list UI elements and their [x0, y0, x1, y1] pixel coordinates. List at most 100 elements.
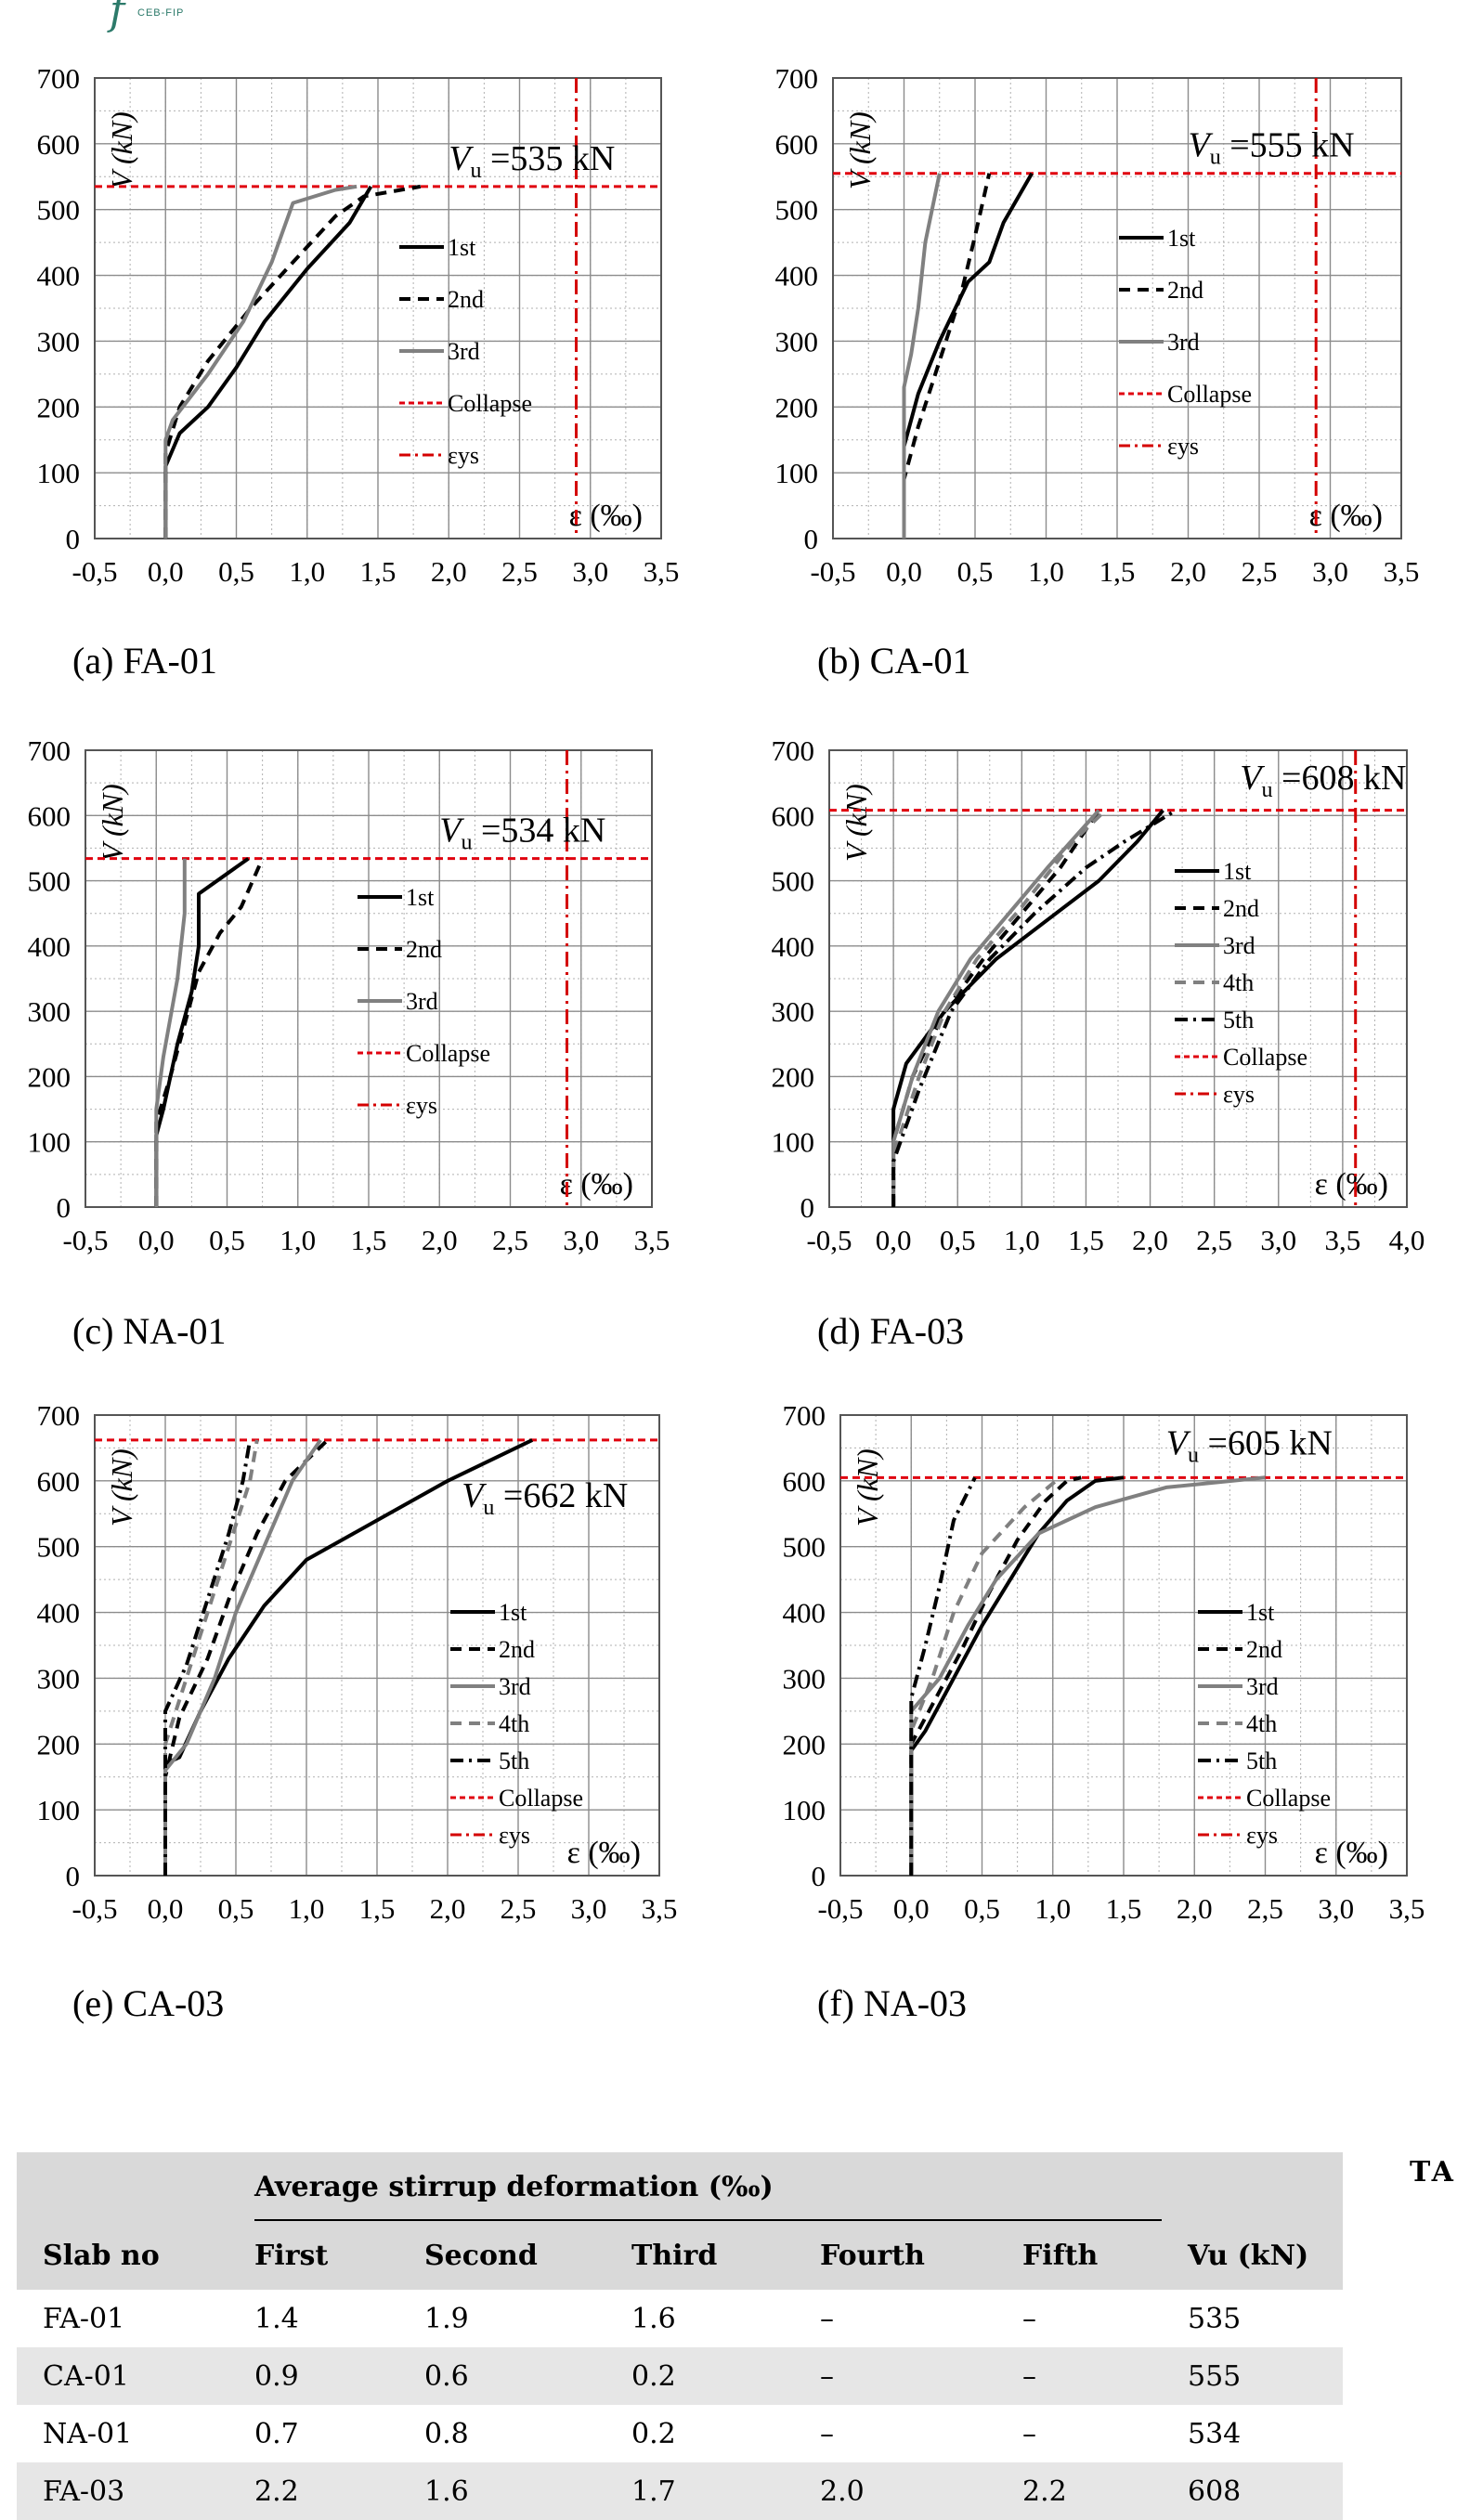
- legend-label: Collapse: [499, 1785, 583, 1812]
- y-tick-label: 700: [772, 734, 815, 767]
- table-cell: 555: [1162, 2347, 1343, 2405]
- y-tick-label: 400: [772, 930, 815, 963]
- y-tick-label: 200: [37, 391, 81, 423]
- legend-label: 4th: [1223, 969, 1254, 996]
- series-line-4th: [891, 809, 1107, 1207]
- legend-label: 3rd: [1167, 329, 1200, 356]
- table-row: CA-01 0.9 0.6 0.2– –555: [17, 2347, 1343, 2405]
- y-tick-label: 700: [28, 734, 72, 767]
- x-tick-label: 2,5: [501, 555, 538, 588]
- legend-label: 3rd: [499, 1673, 531, 1700]
- x-tick-label: 0,0: [138, 1224, 175, 1256]
- journal-logo: f CEB-FIP: [110, 0, 240, 34]
- group-header-text: Average stirrup deformation (‰): [254, 2170, 774, 2203]
- y-tick-label: 0: [800, 1191, 815, 1224]
- legend-label: εys: [1223, 1081, 1255, 1108]
- x-tick-label: 0,0: [886, 555, 922, 588]
- legend-label: 3rd: [448, 338, 480, 365]
- x-axis-label: ε (‰): [1309, 499, 1383, 533]
- series-line-4th: [909, 1475, 1061, 1876]
- y-tick-label: 0: [66, 523, 81, 555]
- x-tick-label: 3,0: [563, 1224, 599, 1256]
- x-tick-label: 2,5: [1242, 555, 1278, 588]
- y-tick-label: 100: [37, 457, 81, 489]
- legend-label: Collapse: [448, 390, 532, 417]
- series-line-2nd: [891, 809, 1100, 1207]
- legend-label: εys: [406, 1092, 437, 1119]
- caption-d: (d) FA-03: [817, 1310, 965, 1352]
- col-fifth: Fifth: [996, 2221, 1162, 2290]
- x-axis-label: ε (‰): [569, 499, 643, 533]
- chart-ca-01: 0 100 200 300 400 500 600 700 -0,5 0,0 0,5 1,0 1,5 2,…: [775, 62, 1420, 588]
- y-tick-label: 200: [775, 391, 819, 423]
- table-cell: –: [1022, 2417, 1036, 2450]
- x-tick-label: 2,5: [1247, 1892, 1283, 1925]
- caption-a: (a) FA-01: [72, 640, 217, 682]
- x-tick-label: 3,5: [1389, 1892, 1425, 1925]
- y-tick-label: 400: [775, 260, 819, 292]
- x-tick-label: 1,5: [359, 1892, 396, 1925]
- y-tick-label: 200: [783, 1728, 826, 1760]
- y-tick-label: 300: [772, 995, 815, 1028]
- x-axis-label: ε (‰): [560, 1167, 633, 1202]
- series-line-3rd: [154, 858, 187, 1207]
- col-first: First: [228, 2221, 398, 2290]
- y-tick-label: 600: [28, 799, 72, 832]
- table-cell: FA-01: [43, 2302, 125, 2335]
- x-tick-label: -0,5: [62, 1224, 108, 1256]
- legend-label: εys: [499, 1822, 530, 1849]
- table-cell: 0.2: [605, 2347, 794, 2405]
- x-tick-label: 2,0: [422, 1224, 458, 1256]
- table-header-empty: [17, 2152, 228, 2221]
- series-line-3rd: [902, 173, 942, 539]
- plot-frame: [94, 77, 662, 539]
- y-tick-label: 600: [772, 799, 815, 832]
- legend-label: 3rd: [406, 988, 438, 1015]
- plot-frame: [832, 77, 1402, 539]
- legend-label: 5th: [1223, 1007, 1254, 1033]
- caption-f: (f) NA-03: [817, 1982, 968, 2024]
- y-tick-label: 600: [775, 128, 819, 161]
- table-cell: –: [820, 2417, 834, 2450]
- y-tick-label: 300: [783, 1662, 826, 1695]
- y-tick-label: 100: [28, 1126, 72, 1159]
- legend-label: εys: [1246, 1822, 1278, 1849]
- legend-label: 2nd: [499, 1636, 535, 1663]
- vu-label: Vu =605 kN: [1166, 1424, 1333, 1468]
- y-tick-label: 400: [37, 260, 81, 292]
- x-tick-label: 2,0: [1132, 1224, 1168, 1256]
- x-tick-label: 0,0: [893, 1892, 930, 1925]
- col-second: Second: [398, 2221, 605, 2290]
- x-tick-label: 0,5: [940, 1224, 976, 1256]
- x-tick-label: 3,0: [1260, 1224, 1296, 1256]
- vu-label: Vu =535 kN: [449, 139, 615, 183]
- x-axis-label: ε (‰): [1315, 1167, 1388, 1202]
- y-tick-label: 0: [812, 1860, 826, 1892]
- series-line-5th: [163, 1439, 253, 1876]
- x-tick-label: -0,5: [817, 1892, 863, 1925]
- col-third: Third: [605, 2221, 794, 2290]
- x-tick-label: 1,5: [1068, 1224, 1104, 1256]
- y-tick-label: 500: [37, 1531, 81, 1564]
- x-tick-label: 2,5: [492, 1224, 528, 1256]
- y-tick-label: 700: [37, 62, 81, 95]
- x-tick-label: 0,5: [218, 1892, 254, 1925]
- table-cell: 2.2: [228, 2462, 398, 2520]
- x-tick-label: 1,5: [360, 555, 397, 588]
- y-tick-label: 500: [783, 1531, 826, 1564]
- vu-label: Vu =662 kN: [462, 1476, 628, 1520]
- table-cell: 2.0: [794, 2462, 996, 2520]
- x-tick-label: 0,0: [876, 1224, 912, 1256]
- series-line-5th: [909, 1476, 977, 1876]
- table-cell: 0.7: [254, 2417, 299, 2450]
- x-tick-label: 2,0: [1170, 555, 1206, 588]
- legend-label: 5th: [1246, 1747, 1277, 1774]
- y-tick-label: 500: [37, 194, 81, 227]
- legend-label: 3rd: [1223, 932, 1255, 959]
- legend-label: 4th: [1246, 1710, 1277, 1737]
- y-tick-label: 500: [775, 194, 819, 227]
- chart-na-01: 0 100 200 300 400 500 600 700 -0,5 0,0 0,5 1,0 1,5 2,…: [28, 734, 670, 1256]
- table-cell: 0.8: [424, 2417, 469, 2450]
- x-axis-label: ε (‰): [567, 1836, 641, 1870]
- legend-label: 5th: [499, 1747, 529, 1774]
